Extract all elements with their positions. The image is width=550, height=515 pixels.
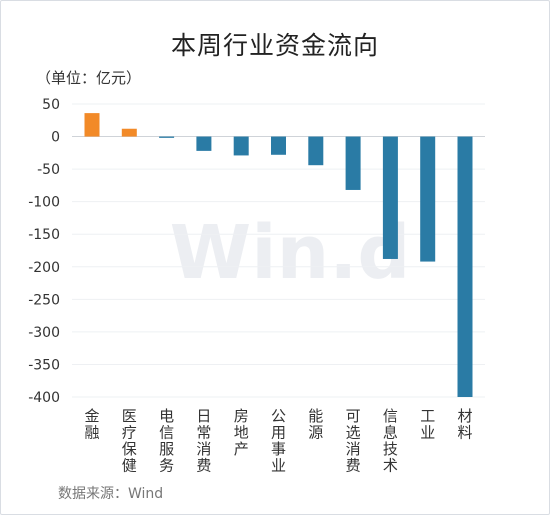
category-label: 医疗保健: [122, 407, 137, 475]
category-label: 可选消费: [346, 407, 361, 475]
category-label: 能源: [308, 407, 323, 442]
watermark: Win.d: [170, 210, 411, 296]
bar-10: [420, 136, 436, 262]
bar-4: [196, 136, 212, 151]
category-label: 日常消费: [196, 407, 211, 475]
source-note: 数据来源：Wind: [58, 486, 164, 502]
category-label: 电信服务: [159, 407, 174, 475]
y-tick-label: -250: [28, 292, 60, 308]
category-label: 房地产: [234, 407, 249, 458]
chart-title: 本周行业资金流向: [170, 31, 379, 60]
bar-8: [345, 136, 361, 190]
bar-1: [84, 113, 100, 137]
bar-3: [159, 136, 175, 138]
bar-2: [121, 128, 137, 137]
unit-label: （单位：亿元）: [36, 69, 142, 87]
bar-7: [308, 136, 324, 166]
bar-6: [271, 136, 286, 155]
y-tick-label: -100: [28, 195, 60, 211]
bar-11: [457, 136, 473, 398]
y-tick-label: 50: [42, 97, 60, 113]
y-tick-label: -200: [28, 260, 60, 276]
y-tick-label: -350: [28, 357, 60, 373]
y-tick-label: -400: [28, 390, 60, 406]
bar-5: [233, 136, 249, 156]
category-label: 工业: [420, 407, 435, 442]
y-tick-label: -50: [37, 162, 60, 178]
y-tick-label: -150: [28, 227, 60, 243]
y-tick-label: -300: [28, 325, 60, 341]
y-tick-label: 0: [51, 130, 60, 146]
category-label: 金融: [84, 407, 99, 442]
bar-9: [382, 136, 398, 259]
category-label: 材料: [457, 407, 472, 442]
category-label: 信息技术: [383, 407, 398, 475]
category-label: 公用事业: [271, 407, 286, 475]
